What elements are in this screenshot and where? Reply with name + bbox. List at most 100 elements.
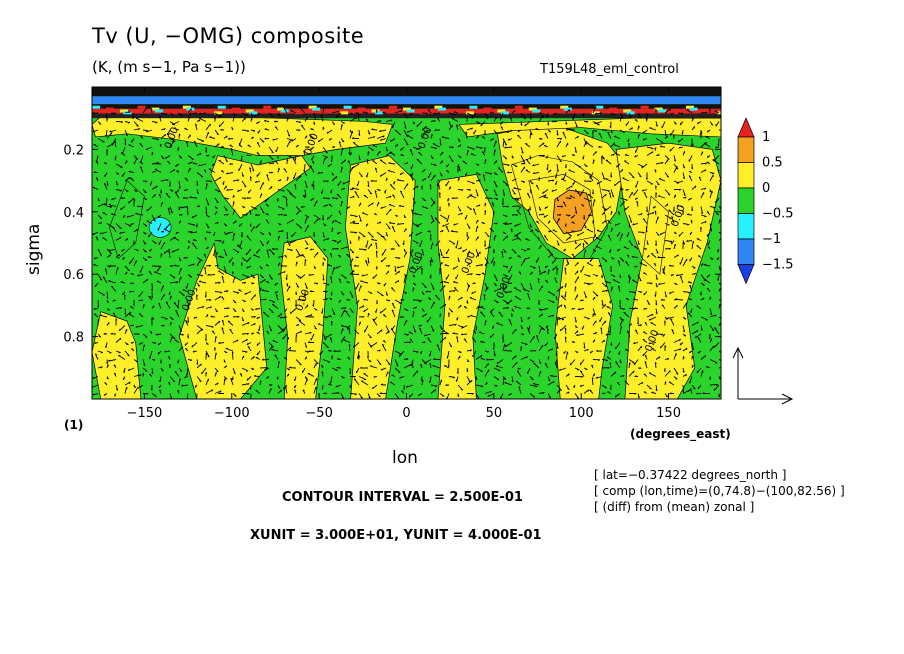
wind-vector bbox=[318, 138, 324, 143]
wind-vector bbox=[313, 214, 321, 220]
wind-vector bbox=[624, 206, 630, 211]
wind-vector bbox=[673, 348, 682, 352]
wind-vector bbox=[457, 206, 462, 212]
wind-vector-head bbox=[456, 336, 459, 339]
wind-vector-head bbox=[559, 138, 563, 140]
wind-vector bbox=[562, 172, 567, 181]
wind-vector bbox=[115, 307, 122, 309]
wind-vector bbox=[376, 291, 384, 297]
wind-vector-head bbox=[542, 213, 545, 216]
wind-vector bbox=[403, 364, 412, 369]
wind-vector bbox=[313, 359, 319, 365]
wind-vector-head bbox=[602, 157, 605, 160]
wind-vector bbox=[654, 362, 657, 369]
wind-vector-head bbox=[717, 169, 720, 172]
wind-vector bbox=[455, 124, 459, 131]
wind-vector-head bbox=[106, 301, 109, 304]
wind-vector-head bbox=[376, 109, 378, 112]
wind-vector bbox=[394, 265, 397, 272]
wind-vector-head bbox=[371, 236, 374, 238]
wind-vector bbox=[700, 206, 704, 214]
wind-vector-head bbox=[139, 374, 142, 377]
wind-vector-head bbox=[487, 394, 490, 397]
wind-vector-head bbox=[533, 362, 536, 364]
wind-vector bbox=[327, 214, 333, 220]
wind-vector bbox=[478, 331, 486, 335]
wind-vector bbox=[292, 156, 297, 165]
wind-vector-head bbox=[498, 167, 501, 169]
wind-vector bbox=[550, 375, 558, 377]
wind-vector bbox=[250, 226, 255, 233]
wind-vector-head bbox=[702, 392, 705, 394]
wind-vector bbox=[227, 320, 234, 326]
wind-vector-head bbox=[92, 130, 95, 133]
wind-vector bbox=[658, 195, 666, 199]
wind-vector-head bbox=[280, 264, 283, 267]
wind-vector-head bbox=[180, 214, 183, 216]
wind-vector bbox=[309, 165, 315, 173]
wind-vector-head bbox=[168, 356, 171, 358]
wind-vector-head bbox=[246, 154, 249, 156]
wind-vector-head bbox=[321, 387, 323, 390]
wind-vector bbox=[583, 140, 587, 148]
wind-vector-head bbox=[610, 343, 613, 346]
wind-vector bbox=[274, 354, 279, 360]
wind-vector bbox=[700, 162, 708, 165]
wind-vector-head bbox=[175, 164, 177, 167]
wind-vector bbox=[466, 284, 470, 292]
wind-vector-head bbox=[261, 289, 265, 291]
wind-vector bbox=[448, 124, 453, 131]
wind-vector-head bbox=[676, 181, 679, 184]
wind-vector-head bbox=[225, 160, 228, 163]
wind-vector-head bbox=[148, 295, 151, 298]
wind-vector-head bbox=[668, 209, 671, 211]
wind-vector bbox=[520, 259, 525, 267]
wind-vector-head bbox=[556, 170, 559, 173]
wind-vector-head bbox=[353, 264, 356, 267]
wind-vector bbox=[189, 196, 198, 199]
wind-vector-head bbox=[630, 220, 633, 223]
wind-vector-head bbox=[159, 389, 162, 392]
wind-vector-head bbox=[486, 351, 489, 353]
top-band-fleck bbox=[217, 105, 226, 109]
wind-vector-head bbox=[327, 217, 329, 220]
wind-vector-head bbox=[557, 317, 559, 320]
wind-vector bbox=[646, 299, 651, 305]
wind-vector-head bbox=[724, 186, 725, 188]
wind-vector-head bbox=[264, 368, 266, 371]
top-band-fleck bbox=[119, 109, 128, 113]
wind-vector-head bbox=[216, 264, 219, 267]
wind-vector bbox=[445, 248, 450, 255]
wind-vector-head bbox=[285, 198, 288, 201]
wind-vector bbox=[353, 378, 360, 386]
wind-vector-head bbox=[466, 234, 468, 237]
wind-vector bbox=[484, 257, 489, 264]
wind-vector-head bbox=[100, 366, 103, 369]
wind-vector-head bbox=[568, 109, 571, 112]
wind-vector bbox=[532, 383, 540, 386]
wind-vector-head bbox=[266, 376, 268, 379]
wind-vector-head bbox=[313, 122, 316, 125]
wind-vector bbox=[335, 384, 342, 388]
wind-vector-head bbox=[231, 351, 234, 354]
wind-vector-head bbox=[367, 261, 370, 264]
wind-vector-head bbox=[574, 242, 577, 245]
wind-vector-head bbox=[582, 114, 585, 117]
wind-vector bbox=[282, 333, 288, 340]
wind-vector bbox=[139, 265, 144, 273]
wind-vector-head bbox=[503, 140, 505, 143]
wind-vector-head bbox=[403, 387, 405, 390]
wind-vector-head bbox=[634, 393, 637, 395]
wind-vector-head bbox=[638, 116, 641, 119]
wind-vector-head bbox=[154, 194, 156, 197]
wind-vector-head bbox=[368, 312, 370, 316]
wind-vector bbox=[226, 172, 234, 175]
wind-vector bbox=[506, 299, 513, 305]
wind-vector-head bbox=[218, 282, 221, 284]
wind-vector bbox=[554, 277, 558, 284]
wind-vector-head bbox=[679, 348, 682, 351]
wind-vector-head bbox=[682, 210, 685, 213]
wind-vector bbox=[565, 185, 573, 190]
wind-vector-head bbox=[441, 230, 444, 233]
wind-vector-head bbox=[310, 198, 312, 202]
